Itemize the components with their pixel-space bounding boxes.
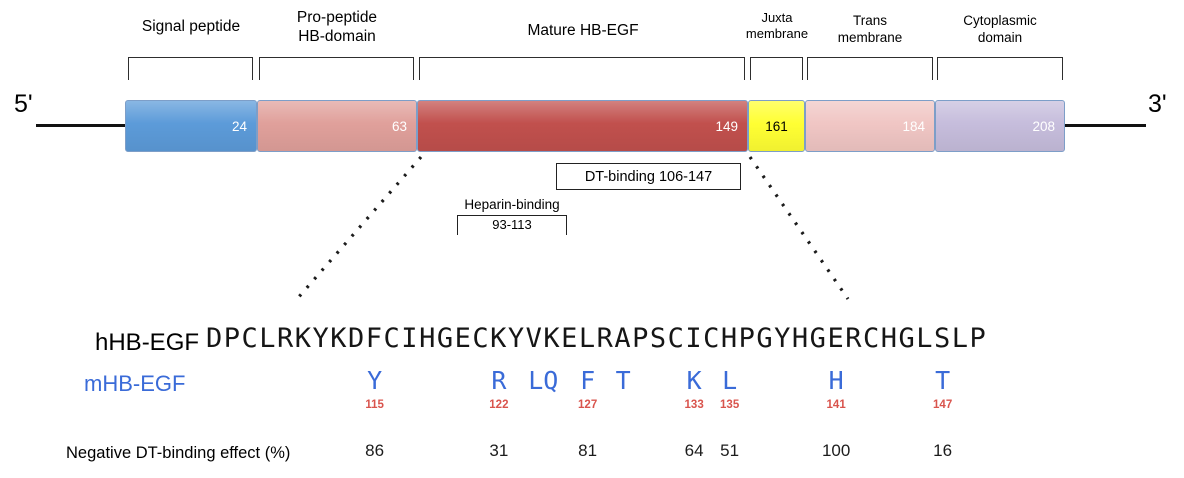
residue-number-24: 24 — [231, 118, 247, 134]
dt-binding-label: DT-binding 106-147 — [584, 168, 713, 185]
bracket-juxta-membrane — [750, 57, 803, 80]
label-signal-peptide: Signal peptide — [141, 18, 241, 35]
label-cytoplasmic-domain: Cytoplasmic domain — [963, 13, 1037, 45]
right-dotted-line — [748, 156, 850, 300]
residue-position-F-127: 127 — [578, 399, 598, 411]
domain-box-signal-peptide: 24 — [125, 100, 257, 152]
dt-binding-percent-Y-115: 86 — [365, 441, 385, 460]
label-pro-peptide: Pro-peptide HB-domain — [296, 9, 378, 46]
residue-position-Y-115: 115 — [365, 399, 384, 411]
domain-box-cytoplasmic-domain: 208 — [935, 100, 1065, 152]
human-sequence: DPCLRKYKDFCIHGECKYVKELRAPSCICHPGYHGERCHG… — [206, 323, 988, 354]
dt-binding-percent-H-141: 100 — [821, 441, 851, 460]
residue-position-R-122: 122 — [489, 399, 509, 411]
domain-box-pro-peptide: 63 — [257, 100, 417, 152]
human-sequence-label: hHB-EGF — [95, 329, 200, 356]
backbone-line-right — [1065, 124, 1146, 127]
label-juxta-membrane: Juxta membrane — [745, 10, 809, 42]
bracket-mature-hbegf — [419, 57, 745, 80]
residue-position-T-147: 147 — [933, 399, 953, 411]
residue-number-63: 63 — [391, 118, 407, 134]
bracket-cytoplasmic-domain — [937, 57, 1063, 80]
three-prime-label: 3' — [1148, 90, 1167, 118]
domain-box-juxta-membrane: 161 — [748, 100, 805, 152]
residue-number-184: 184 — [902, 118, 925, 134]
residue-number-208: 208 — [1032, 118, 1055, 134]
dt-binding-effect-label: Negative DT-binding effect (%) — [66, 444, 291, 462]
dt-binding-annotation: DT-binding 106-147 — [556, 163, 741, 190]
residue-number-149: 149 — [715, 118, 738, 134]
domain-box-mature-hbegf: 149 — [417, 100, 748, 152]
mouse-residue-Y-115: Y — [367, 366, 383, 395]
backbone-line-left — [36, 124, 125, 127]
heparin-binding-range: 93-113 — [492, 217, 532, 232]
dt-binding-percent-T-147: 16 — [933, 441, 953, 460]
mouse-residue-H-141: H — [828, 366, 844, 395]
residue-number-161: 161 — [765, 118, 788, 134]
dt-binding-percent-L-135: 51 — [720, 441, 740, 460]
residue-position-row: 115 122 127 133 135 141 147 — [0, 399, 1184, 414]
percent-row: 86 31 81 64 51 100 16 — [0, 441, 1184, 463]
residue-position-H-141: 141 — [826, 399, 846, 411]
heparin-binding-range-bracket: 93-113 — [457, 215, 567, 235]
dt-binding-percent-K-133: 64 — [684, 441, 704, 460]
dt-binding-percent-R-122: 31 — [489, 441, 509, 460]
mouse-residue-LQ: LQ — [528, 366, 559, 395]
label-trans-membrane: Trans membrane — [837, 13, 903, 45]
bracket-signal-peptide — [128, 57, 253, 80]
bracket-pro-peptide — [259, 57, 414, 80]
mouse-residue-T: T — [615, 366, 631, 395]
mouse-residue-R-122: R — [491, 366, 507, 395]
left-dotted-line — [295, 155, 423, 301]
heparin-binding-label: Heparin-binding — [464, 197, 560, 212]
residue-position-L-135: 135 — [720, 399, 740, 411]
five-prime-label: 5' — [14, 90, 33, 118]
mouse-residue-T-147: T — [935, 366, 951, 395]
mouse-sequence-label: mHB-EGF — [84, 371, 186, 396]
bracket-trans-membrane — [807, 57, 933, 80]
label-mature-hbegf: Mature HB-EGF — [527, 22, 639, 39]
mouse-residue-F-127: F — [580, 366, 596, 395]
dt-binding-percent-F-127: 81 — [578, 441, 598, 460]
mouse-residue-L-135: L — [722, 366, 738, 395]
mouse-residue-K-133: K — [686, 366, 702, 395]
domain-box-trans-membrane: 184 — [805, 100, 935, 152]
mouse-mutation-row: Y R LQ F T K L H T — [0, 366, 1184, 396]
residue-position-K-133: 133 — [684, 399, 704, 411]
